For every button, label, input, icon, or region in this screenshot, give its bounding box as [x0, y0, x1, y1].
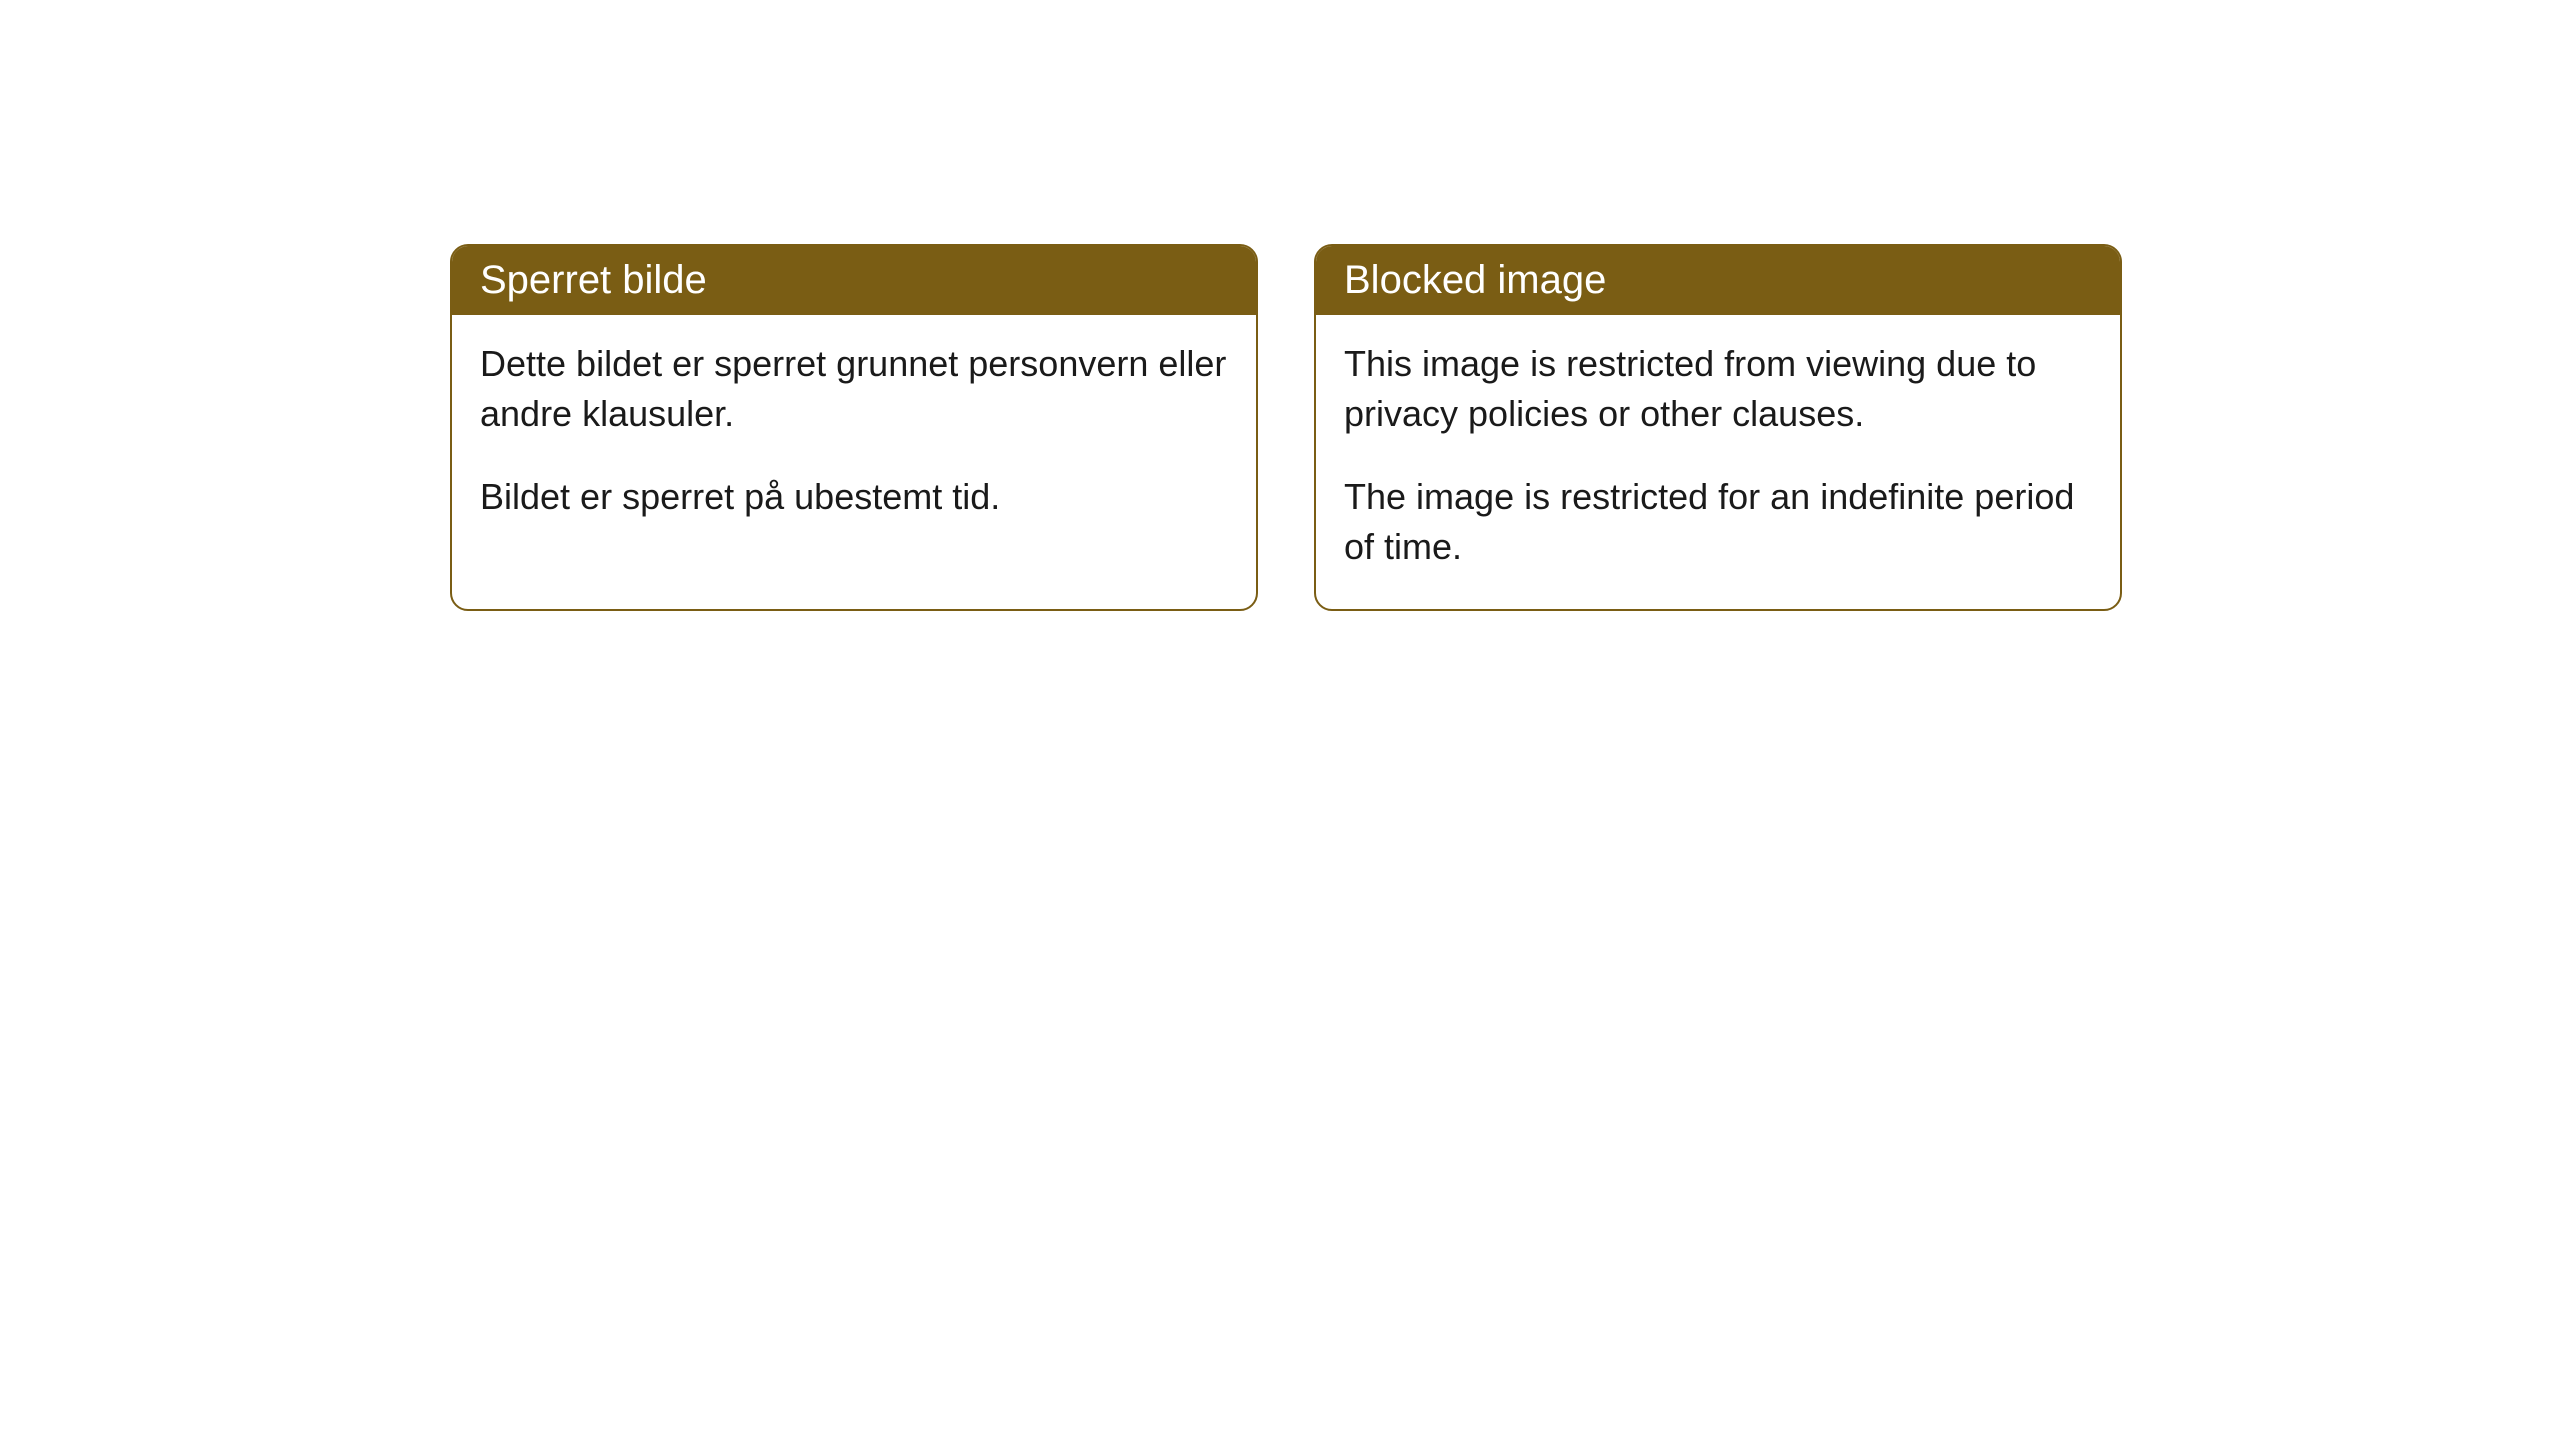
card-paragraph: Bildet er sperret på ubestemt tid.	[480, 472, 1228, 522]
card-paragraph: Dette bildet er sperret grunnet personve…	[480, 339, 1228, 440]
card-paragraph: This image is restricted from viewing du…	[1344, 339, 2092, 440]
card-title: Blocked image	[1344, 258, 1606, 302]
notice-card-norwegian: Sperret bilde Dette bildet er sperret gr…	[450, 244, 1258, 611]
notice-container: Sperret bilde Dette bildet er sperret gr…	[450, 244, 2122, 611]
card-header: Sperret bilde	[452, 246, 1256, 315]
notice-card-english: Blocked image This image is restricted f…	[1314, 244, 2122, 611]
card-paragraph: The image is restricted for an indefinit…	[1344, 472, 2092, 573]
card-title: Sperret bilde	[480, 258, 707, 302]
card-body: This image is restricted from viewing du…	[1316, 315, 2120, 609]
card-header: Blocked image	[1316, 246, 2120, 315]
card-body: Dette bildet er sperret grunnet personve…	[452, 315, 1256, 558]
